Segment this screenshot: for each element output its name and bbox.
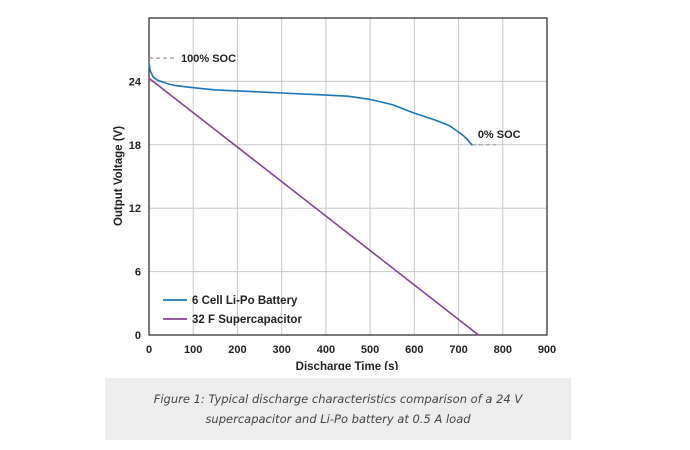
x-tick-label: 700 bbox=[449, 344, 467, 356]
x-tick-label: 600 bbox=[405, 344, 423, 356]
x-tick-label: 900 bbox=[538, 344, 556, 356]
x-tick-label: 300 bbox=[272, 344, 290, 356]
series-line-li-po-battery bbox=[148, 62, 473, 146]
y-axis-title: Output Voltage (V) bbox=[113, 126, 125, 226]
y-tick-label: 24 bbox=[129, 76, 142, 88]
x-tick-label: 500 bbox=[361, 344, 379, 356]
x-tick-label: 0 bbox=[146, 344, 152, 356]
soc-annotations: 100% SOC 0% SOC bbox=[181, 53, 521, 141]
y-tick-label: 6 bbox=[135, 267, 141, 279]
legend-label-supercap: 32 F Supercapacitor bbox=[192, 314, 302, 326]
x-tick-label: 800 bbox=[494, 344, 512, 356]
x-axis-title: Discharge Time (s) bbox=[296, 361, 399, 370]
plot-area-frame bbox=[148, 17, 548, 336]
x-tick-label: 200 bbox=[228, 344, 246, 356]
x-tick-label: 400 bbox=[317, 344, 335, 356]
soc-reference-lines bbox=[149, 57, 496, 146]
caption-line-1: Figure 1: Typical discharge characterist… bbox=[153, 392, 523, 406]
caption-line-2: supercapacitor and Li-Po battery at 0.5 … bbox=[205, 412, 471, 426]
series-lines bbox=[148, 62, 480, 336]
series-line-supercapacitor bbox=[148, 77, 480, 336]
discharge-chart: 0 100 200 300 400 500 600 700 800 900 0 6 12 18 24 100… bbox=[113, 17, 556, 370]
axis-ticks: 0 100 200 300 400 500 600 700 800 900 0 6 12 18 24 bbox=[129, 76, 556, 356]
legend: 6 Cell Li-Po Battery 32 F Supercapacitor bbox=[163, 295, 302, 326]
annotation-0-soc: 0% SOC bbox=[478, 129, 521, 141]
y-tick-label: 0 bbox=[135, 330, 141, 342]
y-tick-label: 12 bbox=[129, 203, 141, 215]
x-tick-label: 100 bbox=[184, 344, 202, 356]
figure-caption-box: Figure 1: Typical discharge characterist… bbox=[105, 378, 571, 440]
figure-caption: Figure 1: Typical discharge characterist… bbox=[138, 389, 538, 429]
grid-lines bbox=[149, 18, 547, 335]
legend-label-li-po: 6 Cell Li-Po Battery bbox=[192, 295, 298, 307]
y-tick-label: 18 bbox=[129, 140, 141, 152]
annotation-100-soc: 100% SOC bbox=[181, 53, 236, 65]
